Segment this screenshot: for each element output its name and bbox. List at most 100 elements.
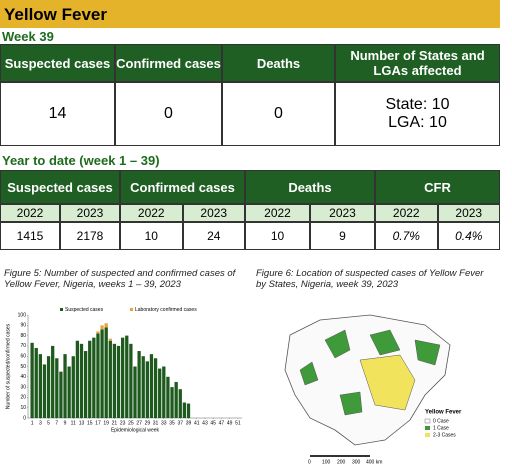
- y-axis-label: Number of suspected/confirmed cases: [5, 323, 11, 409]
- header-cell: Confirmed cases: [115, 44, 222, 82]
- state: [339, 391, 363, 416]
- x-tick-label: 25: [128, 420, 134, 426]
- x-tick-label: 51: [235, 420, 241, 426]
- data-cell: 0.4%: [437, 222, 500, 250]
- bar: [149, 354, 154, 418]
- state: [324, 329, 351, 359]
- x-tick-label: 27: [136, 420, 142, 426]
- year-cell: 2022: [375, 204, 438, 222]
- header-cell: Number of States and LGAs affected: [335, 44, 500, 82]
- bar: [100, 325, 104, 330]
- legend-swatch: [425, 426, 430, 430]
- bar: [88, 340, 92, 418]
- bar: [133, 366, 137, 418]
- x-tick-label: 37: [177, 420, 183, 426]
- header-cell: Deaths: [245, 170, 375, 204]
- bar: [153, 358, 158, 418]
- y-tick-label: 10: [20, 405, 26, 411]
- legend-label: 1 Case: [433, 425, 449, 431]
- bar: [166, 376, 170, 418]
- y-tick-label: 80: [20, 333, 26, 339]
- bar: [75, 340, 80, 418]
- legend-swatch: [60, 308, 63, 311]
- x-tick-label: 45: [210, 420, 216, 426]
- y-tick-label: 70: [20, 343, 26, 349]
- bar: [96, 333, 100, 418]
- x-axis-label: Epidemiological week: [111, 427, 160, 433]
- bar: [141, 356, 145, 418]
- scale-bar: [310, 455, 370, 457]
- bar: [158, 368, 162, 418]
- data-cell: State: 10 LGA: 10: [335, 82, 500, 146]
- year-cell: 2022: [0, 204, 60, 222]
- bar: [125, 335, 129, 418]
- bar: [92, 337, 96, 418]
- year-cell: 2022: [245, 204, 310, 222]
- header-cell: CFR: [375, 170, 500, 204]
- scale-label: 0: [308, 459, 311, 465]
- y-tick-label: 90: [20, 323, 26, 329]
- data-cell: 0: [222, 82, 335, 146]
- data-cell: 0: [115, 82, 222, 146]
- bar: [108, 338, 112, 341]
- bar: [30, 342, 34, 418]
- bar: [71, 356, 75, 418]
- bar: [129, 343, 133, 418]
- y-tick-label: 30: [20, 384, 26, 390]
- x-tick-label: 47: [219, 420, 225, 426]
- x-tick-label: 5: [47, 420, 50, 426]
- figure-caption: Figure 5: Number of suspected and confir…: [4, 268, 236, 290]
- x-tick-label: 31: [153, 420, 159, 426]
- bar: [121, 337, 125, 418]
- bar: [34, 347, 38, 418]
- x-tick-label: 33: [161, 420, 167, 426]
- x-tick-label: 49: [227, 420, 233, 426]
- scale-label: 300: [352, 459, 361, 465]
- legend-swatch: [130, 308, 133, 311]
- x-tick-label: 19: [103, 420, 109, 426]
- bar: [100, 329, 104, 418]
- bar: [42, 364, 47, 418]
- data-cell: 0.7%: [375, 222, 438, 250]
- scale-label: 400 km: [366, 459, 382, 465]
- state: [359, 354, 416, 411]
- bar: [104, 323, 108, 328]
- data-cell: 24: [182, 222, 245, 250]
- cell-line: LGA: 10: [388, 114, 447, 131]
- section-title: Yellow Fever: [0, 0, 500, 28]
- scale-label: 100: [322, 459, 331, 465]
- x-tick-label: 23: [120, 420, 126, 426]
- bar: [83, 351, 88, 418]
- x-tick-label: 9: [64, 420, 67, 426]
- bar: [162, 366, 166, 418]
- bar: [59, 371, 63, 418]
- x-tick-label: 1: [31, 420, 34, 426]
- figure-caption: Figure 6: Location of suspected cases of…: [256, 268, 484, 290]
- x-tick-label: 41: [194, 420, 200, 426]
- bar: [186, 403, 191, 418]
- data-cell: 10: [120, 222, 183, 250]
- year-cell: 2022: [120, 204, 183, 222]
- y-tick-label: 100: [18, 312, 27, 318]
- bar: [178, 389, 182, 418]
- y-tick-label: 60: [20, 354, 26, 360]
- y-tick-label: 20: [20, 395, 26, 401]
- scale-label: 200: [337, 459, 346, 465]
- x-tick-label: 3: [39, 420, 42, 426]
- bar: [63, 354, 67, 418]
- week-title: Week 39: [2, 29, 54, 44]
- header-cell: Suspected cases: [0, 170, 120, 204]
- year-cell: 2023: [310, 204, 375, 222]
- bar: [170, 387, 174, 418]
- legend-swatch: [424, 418, 431, 424]
- state: [369, 329, 401, 356]
- x-tick-label: 35: [169, 420, 175, 426]
- y-tick-label: 40: [20, 374, 26, 380]
- x-tick-label: 17: [95, 420, 101, 426]
- bar: [67, 366, 71, 418]
- legend-label: Laboratory confirmed cases: [135, 307, 197, 313]
- state: [299, 361, 319, 386]
- bar: [51, 345, 55, 418]
